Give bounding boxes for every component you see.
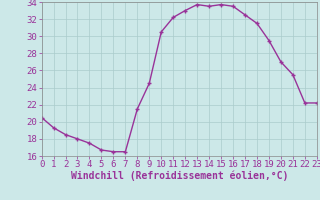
X-axis label: Windchill (Refroidissement éolien,°C): Windchill (Refroidissement éolien,°C)	[70, 171, 288, 181]
